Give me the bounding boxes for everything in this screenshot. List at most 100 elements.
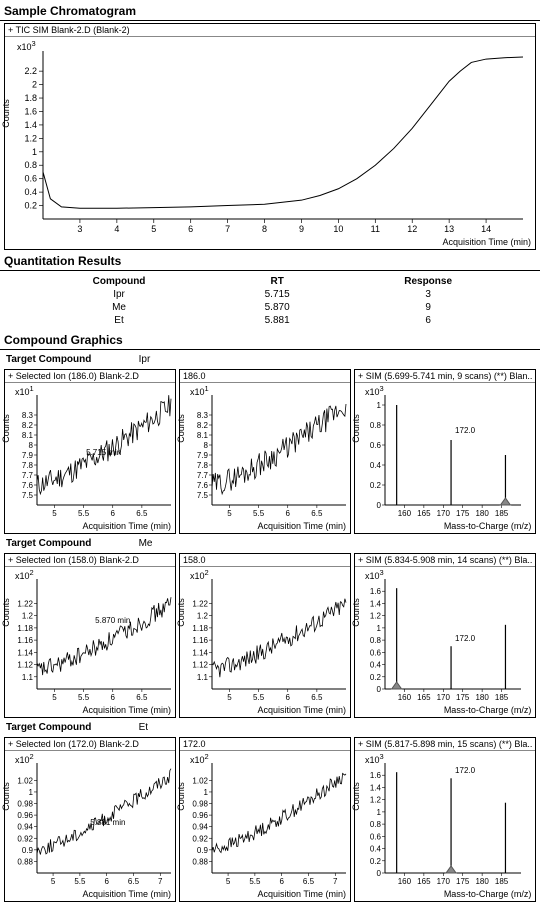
- svg-text:1.14: 1.14: [17, 648, 33, 657]
- chart-header: + Selected Ion (158.0) Blank-2.D: [5, 554, 175, 567]
- chart-header: 158.0: [180, 554, 350, 567]
- svg-text:6: 6: [111, 693, 116, 702]
- svg-text:2.2: 2.2: [24, 66, 37, 76]
- svg-text:0.92: 0.92: [192, 834, 208, 843]
- svg-text:1.14: 1.14: [192, 648, 208, 657]
- chart-xlabel: Acquisition Time (min): [5, 889, 175, 901]
- svg-text:0.4: 0.4: [370, 461, 382, 470]
- svg-text:6.5: 6.5: [136, 509, 148, 518]
- svg-text:6.5: 6.5: [128, 877, 140, 886]
- reference-chromatogram: 172.00.880.90.920.940.960.9811.0255.566.…: [179, 737, 351, 902]
- rt-annotation: 5.881 min: [90, 818, 125, 827]
- svg-text:1.8: 1.8: [24, 93, 37, 103]
- svg-text:170: 170: [437, 509, 451, 518]
- svg-text:8: 8: [262, 224, 267, 234]
- rt-annotation: 5.715 min: [86, 448, 121, 457]
- svg-text:5: 5: [151, 224, 156, 234]
- svg-text:5.5: 5.5: [249, 877, 261, 886]
- svg-text:5: 5: [227, 693, 232, 702]
- svg-text:8.2: 8.2: [22, 421, 34, 430]
- svg-text:8: 8: [29, 441, 34, 450]
- svg-text:1.16: 1.16: [17, 636, 33, 645]
- ion-chromatogram: + Selected Ion (158.0) Blank-2.D1.11.121…: [4, 553, 176, 718]
- svg-text:1.6: 1.6: [370, 587, 382, 596]
- chart-xlabel: Mass-to-Charge (m/z): [355, 889, 535, 901]
- svg-text:0.88: 0.88: [17, 857, 33, 866]
- svg-text:12: 12: [407, 224, 417, 234]
- svg-text:2: 2: [32, 80, 37, 90]
- svg-text:7.7: 7.7: [197, 471, 209, 480]
- mass-spectrum: + SIM (5.834-5.908 min, 14 scans) (**) B…: [354, 553, 536, 718]
- svg-text:1.16: 1.16: [192, 636, 208, 645]
- table-row: Et5.8816: [20, 314, 520, 327]
- svg-text:175: 175: [456, 509, 470, 518]
- svg-text:10: 10: [333, 224, 343, 234]
- compound-graphics-title: Compound Graphics: [0, 331, 540, 350]
- svg-text:14: 14: [481, 224, 491, 234]
- svg-text:160: 160: [398, 877, 412, 886]
- chart-xlabel: Acquisition Time (min): [5, 705, 175, 717]
- ion-chromatogram: + Selected Ion (172.0) Blank-2.D0.880.90…: [4, 737, 176, 902]
- svg-text:160: 160: [398, 509, 412, 518]
- svg-text:1.4: 1.4: [370, 599, 382, 608]
- svg-text:6: 6: [111, 509, 116, 518]
- compound-row: + Selected Ion (172.0) Blank-2.D0.880.90…: [4, 737, 536, 902]
- svg-text:6: 6: [286, 693, 291, 702]
- svg-text:1.22: 1.22: [192, 599, 208, 608]
- svg-text:5: 5: [227, 509, 232, 518]
- sample-chromatogram-header: + TIC SIM Blank-2.D (Blank-2): [5, 24, 535, 37]
- svg-text:5.5: 5.5: [253, 693, 265, 702]
- svg-text:0: 0: [377, 685, 382, 694]
- svg-text:0.2: 0.2: [24, 201, 37, 211]
- svg-text:1.4: 1.4: [24, 120, 37, 130]
- svg-text:7: 7: [158, 877, 163, 886]
- svg-text:1: 1: [377, 401, 382, 410]
- svg-text:0.6: 0.6: [370, 832, 382, 841]
- svg-text:7: 7: [225, 224, 230, 234]
- svg-text:1: 1: [29, 788, 34, 797]
- svg-text:1.02: 1.02: [192, 776, 208, 785]
- svg-text:8.3: 8.3: [22, 411, 34, 420]
- svg-text:6: 6: [286, 509, 291, 518]
- svg-text:7.6: 7.6: [197, 481, 209, 490]
- svg-text:5: 5: [52, 693, 57, 702]
- svg-text:1.2: 1.2: [197, 612, 209, 621]
- svg-text:1.4: 1.4: [370, 783, 382, 792]
- svg-text:5.5: 5.5: [253, 509, 265, 518]
- svg-text:170: 170: [437, 877, 451, 886]
- svg-text:0.6: 0.6: [370, 648, 382, 657]
- svg-text:5: 5: [51, 877, 56, 886]
- svg-text:1: 1: [377, 808, 382, 817]
- svg-text:0.4: 0.4: [24, 187, 37, 197]
- svg-text:1: 1: [32, 147, 37, 157]
- svg-text:0.94: 0.94: [192, 823, 208, 832]
- svg-text:9: 9: [299, 224, 304, 234]
- sample-chromatogram-panel: + TIC SIM Blank-2.D (Blank-2) 0.20.40.60…: [4, 23, 536, 250]
- svg-text:0.6: 0.6: [24, 174, 37, 184]
- svg-text:175: 175: [456, 877, 470, 886]
- svg-text:165: 165: [417, 877, 431, 886]
- svg-text:172.0: 172.0: [455, 634, 476, 643]
- reference-chromatogram: 186.07.57.67.77.87.988.18.28.355.566.5x1…: [179, 369, 351, 534]
- svg-text:165: 165: [417, 509, 431, 518]
- svg-text:13: 13: [444, 224, 454, 234]
- svg-text:5: 5: [52, 509, 57, 518]
- svg-text:0.98: 0.98: [192, 800, 208, 809]
- compound-row: + Selected Ion (158.0) Blank-2.D1.11.121…: [4, 553, 536, 718]
- svg-text:185: 185: [495, 693, 509, 702]
- svg-text:172.0: 172.0: [455, 426, 476, 435]
- svg-text:1.18: 1.18: [192, 624, 208, 633]
- svg-text:8.2: 8.2: [197, 421, 209, 430]
- svg-text:0.4: 0.4: [370, 661, 382, 670]
- svg-text:170: 170: [437, 693, 451, 702]
- svg-text:1.12: 1.12: [17, 661, 33, 670]
- chart-xlabel: Acquisition Time (min): [180, 705, 350, 717]
- svg-text:7.8: 7.8: [197, 461, 209, 470]
- svg-text:5.5: 5.5: [74, 877, 86, 886]
- quant-col: RT: [218, 275, 336, 288]
- chart-xlabel: Acquisition Time (min): [5, 521, 175, 533]
- svg-text:8.1: 8.1: [22, 431, 34, 440]
- svg-text:5.5: 5.5: [78, 693, 90, 702]
- svg-text:160: 160: [398, 693, 412, 702]
- svg-text:7.8: 7.8: [22, 461, 34, 470]
